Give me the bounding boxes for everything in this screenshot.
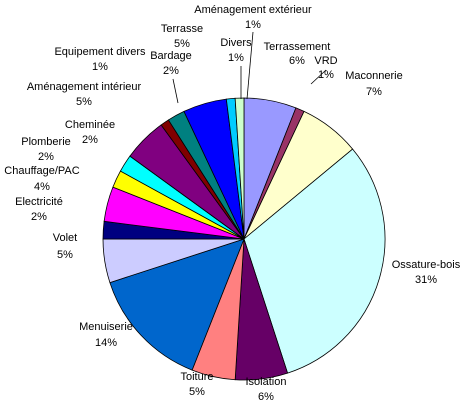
- slice-label-plomberie: Plomberie: [21, 136, 71, 148]
- slice-percent-electricite: 2%: [31, 211, 47, 223]
- slice-label-divers: Divers: [220, 37, 252, 49]
- slice-percent-volet: 5%: [57, 249, 73, 261]
- slice-percent-isolation: 6%: [258, 391, 274, 403]
- slice-label-terrassement: Terrassement: [264, 41, 331, 53]
- slice-percent-menuiserie: 14%: [95, 337, 117, 349]
- slice-percent-ossature-bois: 31%: [415, 274, 437, 286]
- pie-slice-amenagement-exterieur: [234, 97, 245, 240]
- slice-label-cheminee: Cheminée: [65, 119, 115, 131]
- slice-percent-toiture: 5%: [189, 386, 205, 398]
- slice-label-menuiserie: Menuiserie: [79, 321, 133, 333]
- slice-label-isolation: Isolation: [246, 376, 287, 388]
- slice-label-amenagement-exterieur: Aménagement extérieur: [194, 4, 312, 16]
- slice-percent-chauffage-pac: 4%: [34, 181, 50, 193]
- slice-percent-maconnerie: 7%: [366, 86, 382, 98]
- slice-label-electricite: Electricité: [15, 196, 63, 208]
- slice-percent-amenagement-interieur: 5%: [76, 96, 92, 108]
- slice-percent-plomberie: 2%: [38, 151, 54, 163]
- slice-percent-divers: 1%: [228, 52, 244, 64]
- slice-percent-bardage: 2%: [163, 65, 179, 77]
- slice-label-chauffage-pac: Chauffage/PAC: [4, 165, 79, 177]
- slice-percent-amenagement-exterieur: 1%: [245, 19, 261, 31]
- slice-label-equipement-divers: Equipement divers: [54, 46, 146, 58]
- slice-label-amenagement-interieur: Aménagement intérieur: [27, 81, 142, 93]
- slice-percent-terrasse: 5%: [174, 38, 190, 50]
- slice-label-vrd: VRD: [314, 55, 337, 67]
- slice-percent-vrd: 1%: [318, 69, 334, 81]
- slice-label-toiture: Toiture: [180, 371, 213, 383]
- slice-label-volet: Volet: [53, 232, 77, 244]
- slice-label-terrasse: Terrasse: [161, 23, 203, 35]
- leader-line-amenagement-exterieur: [246, 31, 254, 100]
- slice-label-bardage: Bardage: [150, 50, 192, 62]
- slice-percent-terrassement: 6%: [289, 55, 305, 67]
- leader-line-vrd: [310, 69, 327, 85]
- leader-line-bardage: [172, 78, 179, 104]
- slice-label-maconnerie: Maconnerie: [345, 70, 402, 82]
- slice-percent-equipement-divers: 1%: [92, 61, 108, 73]
- slice-percent-cheminee: 2%: [82, 134, 98, 146]
- slice-label-ossature-bois: Ossature-bois: [392, 259, 461, 271]
- pie-slice-ossature-bois: [243, 148, 386, 374]
